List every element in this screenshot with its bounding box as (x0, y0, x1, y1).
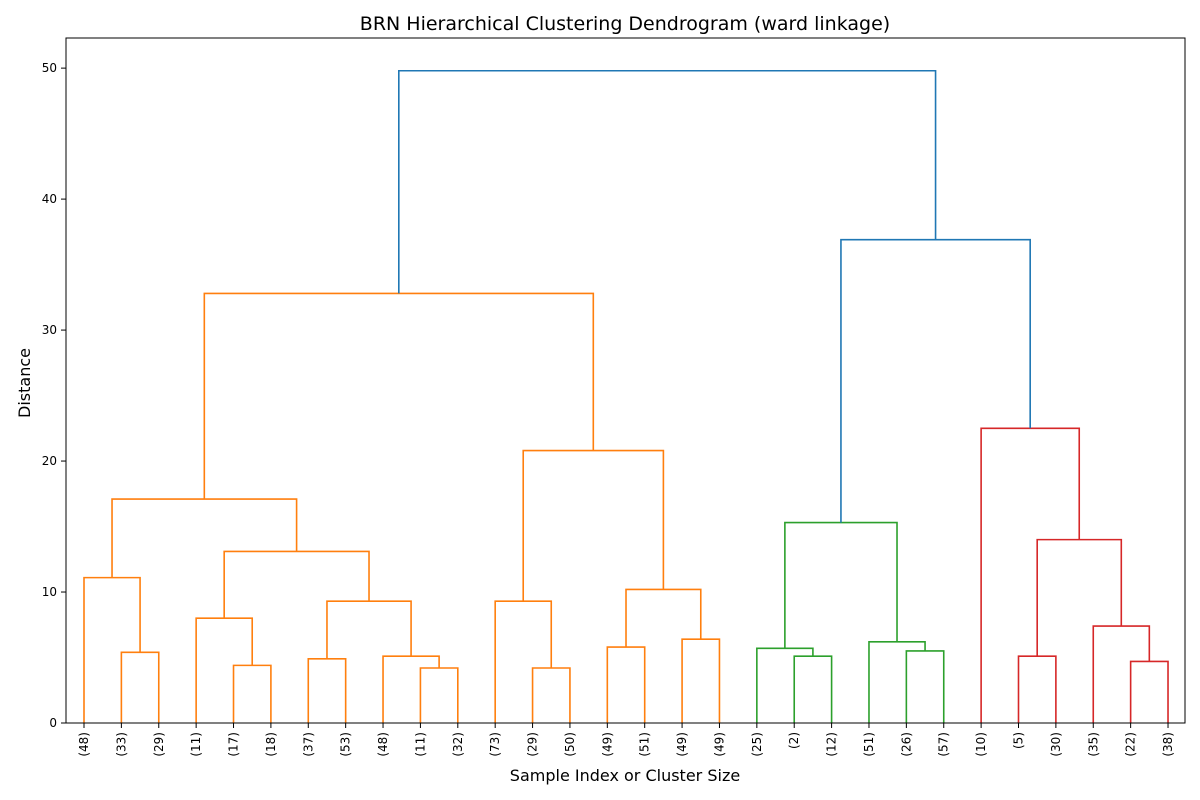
dendrogram-link (1092, 625, 1151, 723)
x-axis-ticks: (48) (33) (29) (11) (17) (18) (37) (53) (48) (11)… (77, 723, 1175, 757)
x-tick-label: (57) (937, 732, 951, 757)
x-tick-label: (30) (1049, 732, 1063, 757)
x-tick-label: (49) (600, 732, 614, 757)
y-axis-label: Distance (15, 348, 34, 418)
x-axis-label: Sample Index or Cluster Size (510, 766, 740, 785)
x-tick-label: (18) (264, 732, 278, 757)
x-tick-label: (38) (1161, 732, 1175, 757)
x-tick-label: (12) (825, 732, 839, 757)
dendrogram-link (83, 576, 141, 723)
x-tick-label: (5) (1012, 732, 1026, 749)
chart-title: BRN Hierarchical Clustering Dendrogram (… (360, 13, 890, 35)
y-tick-label: 40 (42, 192, 57, 206)
x-tick-label: (11) (413, 732, 427, 757)
x-tick-label: (33) (114, 732, 128, 757)
dendrogram-link (203, 292, 595, 500)
dendrogram-link (681, 638, 721, 723)
x-tick-label: (48) (77, 732, 91, 757)
y-tick-label: 30 (42, 323, 57, 337)
x-tick-label: (22) (1124, 732, 1138, 757)
dendrogram-link (531, 667, 571, 723)
x-tick-label: (37) (301, 732, 315, 757)
dendrogram-link (398, 69, 937, 294)
dendrogram-link (111, 498, 298, 578)
x-tick-label: (29) (526, 732, 540, 757)
x-tick-label: (48) (376, 732, 390, 757)
x-tick-label: (25) (750, 732, 764, 757)
dendrogram-link (1129, 660, 1169, 723)
dendrogram-link (120, 651, 160, 723)
x-tick-label: (10) (974, 732, 988, 757)
x-tick-label: (51) (638, 732, 652, 757)
y-tick-label: 50 (42, 61, 57, 75)
x-tick-label: (50) (563, 732, 577, 757)
dendrogram-link (223, 550, 370, 619)
dendrogram-link (980, 427, 1081, 723)
dendrogram-link (195, 617, 254, 723)
dendrogram-link (784, 521, 898, 649)
x-tick-label: (49) (712, 732, 726, 757)
y-tick-label: 20 (42, 454, 57, 468)
x-tick-label: (29) (152, 732, 166, 757)
x-tick-label: (11) (189, 732, 203, 757)
x-tick-label: (73) (488, 732, 502, 757)
y-axis-ticks: 0 10 20 30 40 50 (42, 61, 66, 730)
dendrogram-link (793, 655, 833, 723)
x-tick-label: (35) (1086, 732, 1100, 757)
x-tick-label: (49) (675, 732, 689, 757)
dendrogram-link (522, 449, 665, 602)
dendrogram-link (606, 646, 646, 723)
plot-frame (65, 37, 1186, 724)
y-tick-label: 10 (42, 585, 57, 599)
x-tick-label: (32) (451, 732, 465, 757)
dendrogram-links (83, 69, 1169, 723)
x-tick-label: (53) (339, 732, 353, 757)
x-tick-label: (51) (862, 732, 876, 757)
dendrogram-link (232, 664, 272, 723)
dendrogram-link (868, 640, 926, 723)
dendrogram-link (382, 655, 440, 723)
dendrogram-link (307, 658, 347, 723)
x-tick-label: (26) (899, 732, 913, 757)
dendrogram-link (1017, 655, 1057, 723)
dendrogram-link (756, 647, 814, 723)
dendrogram-link (905, 650, 945, 723)
dendrogram-link (326, 600, 412, 659)
x-tick-label: (17) (227, 732, 241, 757)
dendrogram-link (1036, 538, 1123, 657)
x-tick-label: (2) (787, 732, 801, 749)
dendrogram-link (419, 667, 459, 723)
y-tick-label: 0 (49, 716, 57, 730)
dendrogram-link (840, 238, 1031, 523)
dendrogram-link (494, 600, 553, 723)
